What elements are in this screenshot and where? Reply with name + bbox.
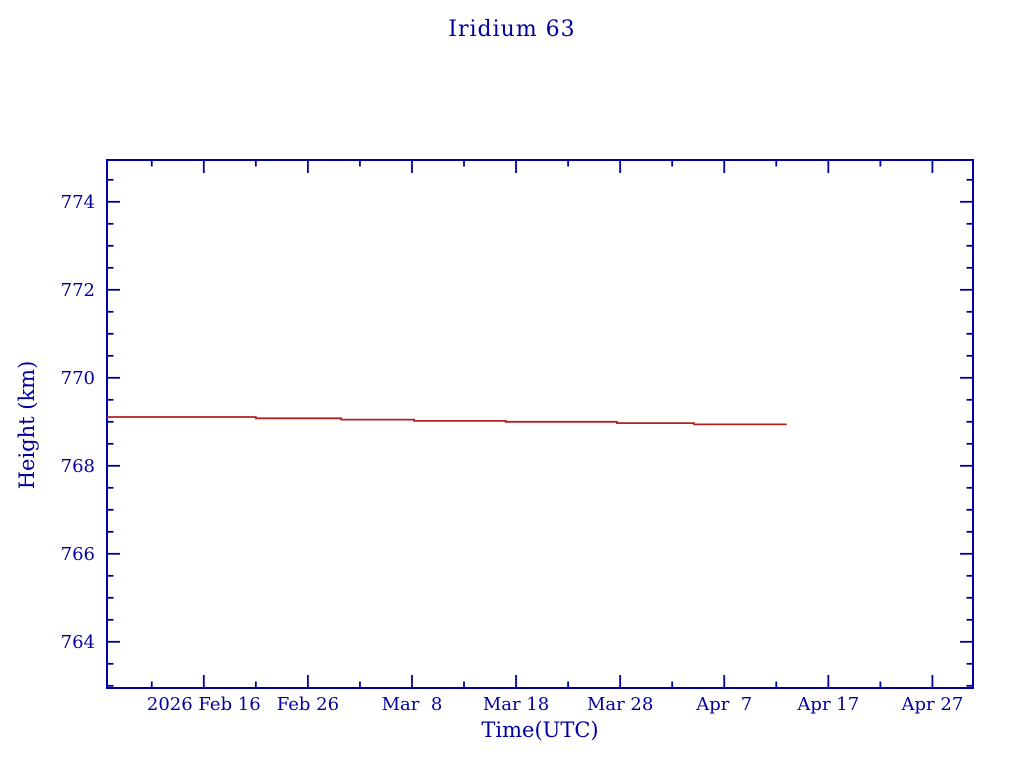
y-tick-label: 770 — [61, 368, 95, 389]
x-tick-label: Mar 18 — [483, 694, 549, 715]
x-tick-label: Apr 7 — [695, 694, 752, 715]
height-series-line — [107, 416, 787, 426]
x-tick-label: Apr 27 — [901, 694, 964, 715]
chart-title: Iridium 63 — [448, 17, 576, 42]
x-tick-label: 2026 Feb 16 — [147, 694, 261, 715]
plot-border — [106, 159, 974, 689]
x-tick-label: Feb 26 — [277, 694, 339, 715]
x-axis-title: Time(UTC) — [481, 718, 599, 742]
y-tick-label: 774 — [61, 192, 95, 213]
y-tick-label: 764 — [61, 632, 95, 653]
y-tick-label: 766 — [61, 544, 95, 565]
x-tick-label: Apr 17 — [796, 694, 859, 715]
x-tick-label: Mar 8 — [382, 694, 443, 715]
y-tick-label: 768 — [61, 456, 95, 477]
y-tick-label: 772 — [61, 280, 95, 301]
x-tick-label: Mar 28 — [587, 694, 653, 715]
